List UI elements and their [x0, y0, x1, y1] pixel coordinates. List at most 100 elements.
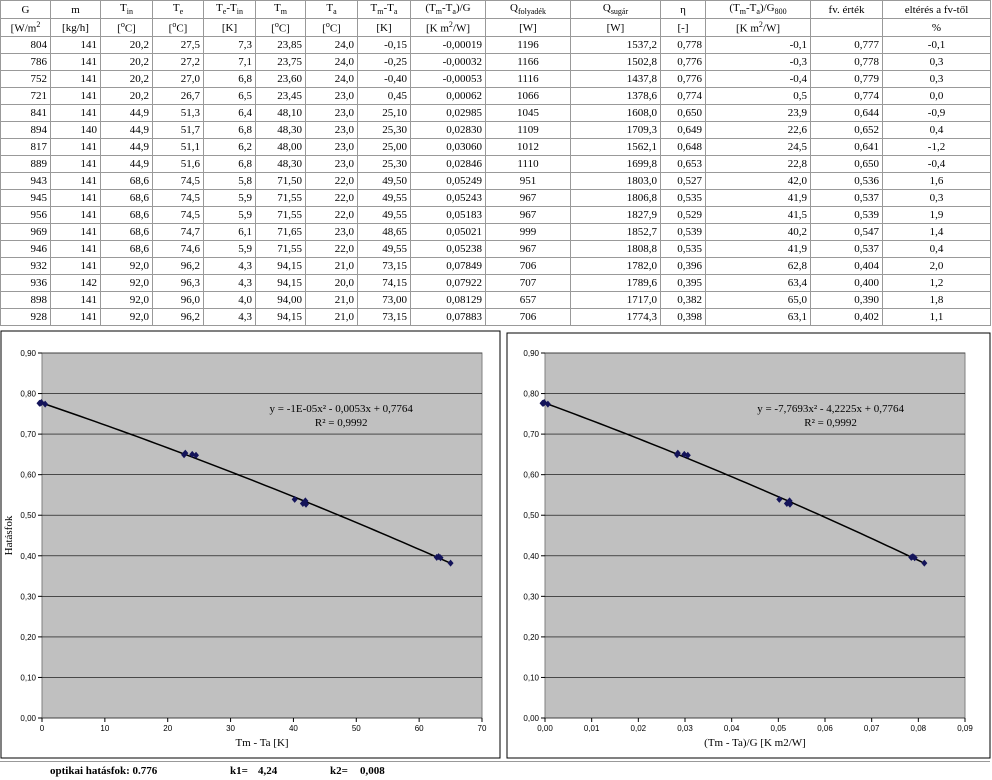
- data-cell: 0,395: [660, 274, 706, 292]
- data-cell: 706: [485, 308, 571, 326]
- data-cell: 1808,8: [570, 240, 661, 258]
- data-cell: 817: [0, 138, 51, 156]
- data-cell: 7,1: [203, 53, 256, 71]
- data-cell: 1,8: [882, 291, 991, 309]
- data-cell: 23,0: [305, 155, 358, 173]
- data-cell: 71,55: [255, 189, 306, 207]
- y-tick-label: 0,10: [523, 673, 539, 682]
- x-axis-label: Tm - Ta [K]: [235, 737, 288, 749]
- header-cell: [-]: [660, 18, 706, 37]
- data-cell: 26,7: [152, 87, 204, 105]
- data-cell: 23,75: [255, 53, 306, 71]
- x-tick-label: 40: [289, 724, 298, 733]
- point: [182, 449, 189, 457]
- data-row: 928 141 92,0 96,2 4,3 94,15 21,0 73,15 0,07883 70…: [0, 308, 991, 326]
- header-text: folyadék: [517, 7, 546, 17]
- data-cell: 1110: [485, 155, 571, 173]
- data-cell: 1803,0: [570, 172, 661, 190]
- data-cell: 967: [485, 189, 571, 207]
- data-cell: 51,3: [152, 104, 204, 122]
- data-cell: 141: [50, 308, 101, 326]
- data-cell: 140: [50, 121, 101, 139]
- data-cell: 0,4: [882, 240, 991, 258]
- data-cell: 936: [0, 274, 51, 292]
- header-cell: [oC]: [100, 18, 153, 37]
- data-cell: 946: [0, 240, 51, 258]
- data-cell: 657: [485, 291, 571, 309]
- header-text: [-]: [677, 21, 689, 34]
- charts: 0,00 0,10 0,20 0,30 0,40 0,50 0,60 0,70 0,80 0,90…: [0, 330, 991, 759]
- data-cell: 0,535: [660, 189, 706, 207]
- data-cell: 0,396: [660, 257, 706, 275]
- data-cell: 0,539: [810, 206, 883, 224]
- data-cell: 0,02985: [410, 104, 486, 122]
- header-text: e: [179, 7, 184, 17]
- data-row: 956 141 68,6 74,5 5,9 71,55 22,0 49,55 0,05183 96…: [0, 206, 991, 224]
- data-cell: 0,02830: [410, 121, 486, 139]
- data-cell: 42,0: [705, 172, 811, 190]
- header-cell: eltérés a fv-től: [882, 0, 991, 19]
- data-cell: 4,3: [203, 308, 256, 326]
- data-cell: 24,0: [305, 70, 358, 88]
- header-cell: [W]: [570, 18, 661, 37]
- x-tick-label: 0,07: [864, 724, 880, 733]
- header-text: Q: [602, 2, 611, 15]
- data-cell: 141: [50, 104, 101, 122]
- data-cell: 49,55: [357, 240, 411, 258]
- header-cell: m: [50, 0, 101, 19]
- y-tick-label: 0,30: [20, 592, 36, 601]
- data-row: 889 141 44,9 51,6 6,8 48,30 23,0 25,30 0,02846 11…: [0, 155, 991, 173]
- header-text: T: [370, 2, 378, 15]
- data-cell: 68,6: [100, 189, 153, 207]
- data-cell: 22,0: [305, 172, 358, 190]
- data-cell: 1502,8: [570, 53, 661, 71]
- data-cell: 5,8: [203, 172, 256, 190]
- header-cell: [oC]: [255, 18, 306, 37]
- data-cell: 0,05249: [410, 172, 486, 190]
- header-text: 800: [774, 7, 787, 17]
- data-cell: 0,07922: [410, 274, 486, 292]
- data-cell: 0,05183: [410, 206, 486, 224]
- data-cell: 1717,0: [570, 291, 661, 309]
- x-tick-label: 0,01: [584, 724, 600, 733]
- data-cell: 63,1: [705, 308, 811, 326]
- data-cell: 20,2: [100, 36, 153, 54]
- y-tick-label: 0,90: [20, 349, 36, 358]
- data-cell: 945: [0, 189, 51, 207]
- data-row: 786 141 20,2 27,2 7,1 23,75 24,0 -0,25 -0,00032 1…: [0, 53, 991, 71]
- data-cell: 25,30: [357, 121, 411, 139]
- y-tick-label: 0,40: [20, 552, 36, 561]
- data-cell: 969: [0, 223, 51, 241]
- data-cell: 0,650: [660, 104, 706, 122]
- header-text: )/G: [455, 2, 471, 15]
- data-cell: 0,4: [882, 121, 991, 139]
- data-cell: 1806,8: [570, 189, 661, 207]
- point: [291, 495, 298, 503]
- data-cell: -0,00019: [410, 36, 486, 54]
- y-tick-label: 0,00: [20, 714, 36, 723]
- header-text: η: [680, 3, 686, 16]
- header-text: in: [126, 7, 133, 17]
- data-cell: 71,50: [255, 172, 306, 190]
- data-cell: 898: [0, 291, 51, 309]
- data-cell: 74,15: [357, 274, 411, 292]
- point: [539, 399, 546, 407]
- data-cell: 0,08129: [410, 291, 486, 309]
- data-cell: 96,2: [152, 308, 204, 326]
- data-row: 945 141 68,6 74,5 5,9 71,55 22,0 49,55 0,05243 96…: [0, 189, 991, 207]
- trendline: [39, 401, 451, 564]
- data-cell: 22,0: [305, 206, 358, 224]
- header-text: a: [393, 7, 398, 17]
- header-text: e: [222, 7, 227, 17]
- data-cell: 0,05021: [410, 223, 486, 241]
- data-cell: 5,9: [203, 206, 256, 224]
- data-cell: 0,02846: [410, 155, 486, 173]
- data-cell: 141: [50, 53, 101, 71]
- data-cell: 1012: [485, 138, 571, 156]
- header-cell: Tm: [255, 0, 306, 19]
- data-cell: 6,8: [203, 70, 256, 88]
- header-text: C]: [124, 22, 136, 35]
- point: [921, 559, 928, 567]
- header-text: m: [377, 7, 384, 17]
